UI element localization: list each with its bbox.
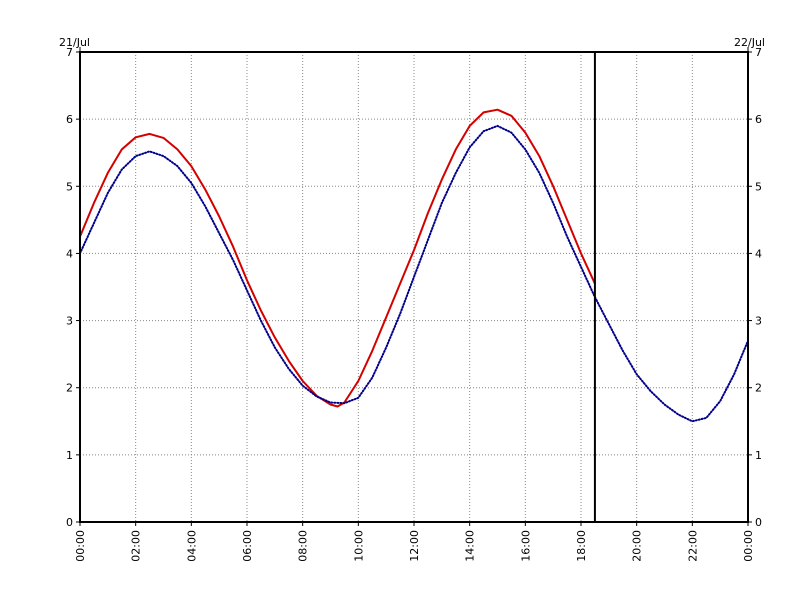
start-date-label: 21/Jul (59, 36, 90, 49)
y-tick-label-right: 4 (755, 247, 762, 260)
y-tick-label-right: 5 (755, 180, 762, 193)
x-tick-label: 06:00 (241, 530, 254, 562)
axis-ticks: 0 0 1 1 2 2 3 3 4 4 5 5 6 6 7 7 00:00 02:00 04:00 06:00 08:0… (66, 46, 762, 562)
y-tick-label-left: 0 (66, 516, 73, 529)
predicted-series-line (79, 124, 749, 423)
y-tick-label-right: 0 (755, 516, 762, 529)
y-tick-label-left: 7 (66, 46, 73, 59)
x-tick-label: 14:00 (464, 530, 477, 562)
y-tick-label-right: 6 (755, 113, 762, 126)
y-tick-label-right: 7 (755, 46, 762, 59)
y-tick-label-right: 2 (755, 382, 762, 395)
x-tick-label: 20:00 (631, 530, 644, 562)
y-tick-label-left: 5 (66, 180, 73, 193)
x-tick-label: 04:00 (185, 530, 198, 562)
x-tick-label: 08:00 (297, 530, 310, 562)
y-tick-label-left: 1 (66, 449, 73, 462)
y-tick-label-right: 1 (755, 449, 762, 462)
x-tick-label: 16:00 (519, 530, 532, 562)
y-tick-label-left: 2 (66, 382, 73, 395)
x-tick-label: 00:00 (742, 530, 755, 562)
observed-series-line (79, 108, 596, 408)
x-tick-label: 12:00 (408, 530, 421, 562)
x-tick-label: 10:00 (352, 530, 365, 562)
y-tick-label-left: 6 (66, 113, 73, 126)
series-lines (79, 52, 749, 522)
y-tick-label-right: 3 (755, 315, 762, 328)
x-tick-label: 18:00 (575, 530, 588, 562)
x-tick-label: 02:00 (130, 530, 143, 562)
y-tick-label-left: 3 (66, 315, 73, 328)
x-tick-label: 22:00 (686, 530, 699, 562)
end-date-label: 22/Jul (734, 36, 765, 49)
y-tick-label-left: 4 (66, 247, 73, 260)
grid-lines (80, 52, 748, 522)
x-tick-label: 00:00 (74, 530, 87, 562)
